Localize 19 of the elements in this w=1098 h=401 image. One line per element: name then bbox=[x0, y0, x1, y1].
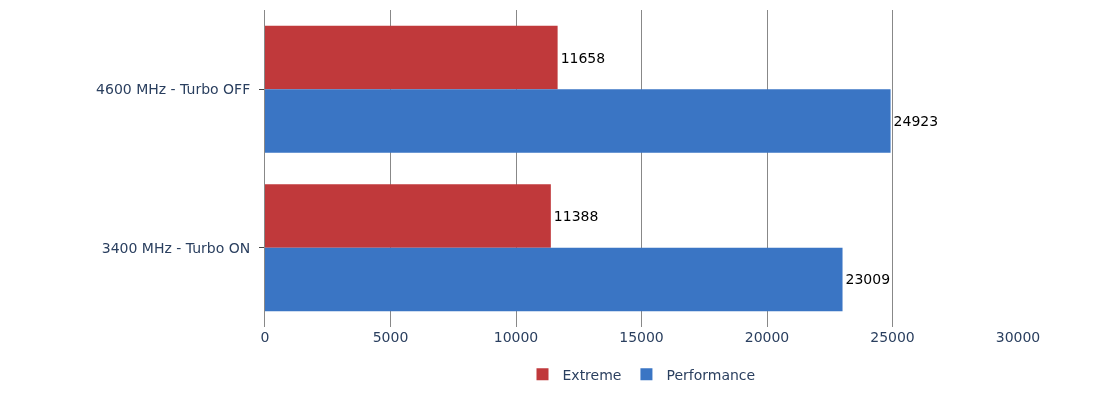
x-tick-label: 25000 bbox=[870, 329, 915, 345]
bar bbox=[265, 184, 551, 248]
data-label: 24923 bbox=[893, 112, 939, 129]
x-tick-label: 10000 bbox=[493, 329, 539, 345]
legend-label: Extreme bbox=[562, 366, 622, 383]
y-tick-label: 3400 MHz - Turbo ON bbox=[101, 239, 251, 256]
x-tick-label: 20000 bbox=[744, 329, 790, 345]
x-tick-label: 5000 bbox=[372, 329, 409, 345]
legend-label: Performance bbox=[666, 366, 756, 383]
x-tick-label: 30000 bbox=[995, 329, 1041, 345]
data-label: 11658 bbox=[560, 49, 606, 66]
bar bbox=[265, 89, 891, 153]
bar bbox=[265, 25, 558, 90]
data-label: 23009 bbox=[845, 271, 891, 288]
data-label: 11388 bbox=[553, 208, 599, 225]
bar bbox=[265, 247, 843, 312]
x-tick-label: 0 bbox=[260, 329, 270, 345]
y-tick-label: 4600 MHz - Turbo OFF bbox=[96, 81, 251, 98]
x-tick-label: 15000 bbox=[619, 329, 664, 345]
